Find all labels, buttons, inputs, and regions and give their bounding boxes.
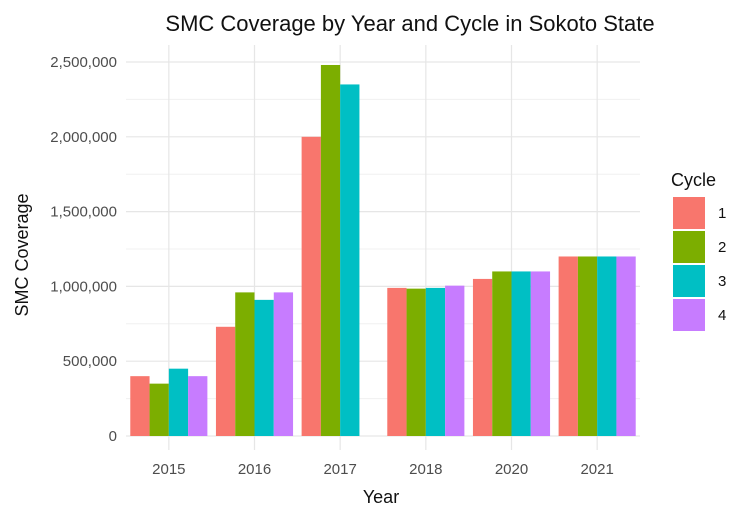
y-tick-label: 2,000,000	[50, 129, 117, 146]
y-tick-label: 2,500,000	[50, 54, 117, 71]
bar-2016-cycle-1	[215, 326, 236, 436]
y-tick-label: 0	[109, 428, 117, 445]
bar-2018-cycle-1	[387, 287, 407, 436]
legend-key-cycle-3	[673, 265, 705, 297]
bar-2018-cycle-3	[425, 287, 446, 436]
bar-2021-cycle-3	[597, 256, 617, 436]
x-tick-label: 2018	[409, 461, 442, 478]
bar-2015-cycle-1	[130, 376, 150, 436]
y-tick-label: 1,000,000	[50, 278, 117, 295]
x-tick-label: 2016	[238, 461, 271, 478]
bar-2016-cycle-4	[273, 292, 294, 436]
bar-2016-cycle-2	[235, 292, 255, 436]
chart-title: SMC Coverage by Year and Cycle in Sokoto…	[165, 11, 654, 36]
legend-label-cycle-2: 2	[718, 239, 726, 256]
bar-2018-cycle-4	[445, 285, 465, 436]
y-tick-label: 1,500,000	[50, 204, 117, 221]
y-axis-ticks: 0 500,000 1,000,000 1,500,000 2,000,000 2,500…	[50, 54, 117, 445]
legend: Cycle 1 2 3 4	[671, 170, 726, 331]
bar-2015-cycle-3	[168, 368, 189, 436]
y-tick-label: 500,000	[63, 353, 117, 370]
x-tick-label: 2020	[495, 461, 528, 478]
bar-2020-cycle-2	[492, 271, 512, 436]
bar-2015-cycle-2	[149, 383, 169, 436]
bar-2017-cycle-2	[320, 64, 341, 436]
x-axis-title: Year	[363, 487, 399, 507]
legend-label-cycle-1: 1	[718, 205, 726, 222]
bar-2018-cycle-2	[406, 288, 426, 436]
bar-2020-cycle-4	[530, 271, 551, 436]
bars	[130, 64, 636, 437]
bar-2021-cycle-2	[577, 256, 598, 436]
legend-title: Cycle	[671, 170, 716, 190]
x-tick-label: 2021	[580, 461, 613, 478]
bar-2021-cycle-1	[558, 256, 578, 436]
x-axis-ticks: 2015 2016 2017 2018 2020 2021	[152, 461, 614, 478]
legend-key-cycle-4	[673, 299, 705, 331]
bar-2020-cycle-3	[511, 271, 531, 436]
legend-label-cycle-4: 4	[718, 307, 726, 324]
bar-2017-cycle-3	[340, 84, 360, 436]
bar-2015-cycle-4	[188, 376, 208, 436]
legend-key-cycle-1	[673, 197, 705, 229]
bar-2017-cycle-1	[301, 136, 321, 437]
legend-key-cycle-2	[673, 231, 705, 263]
legend-label-cycle-3: 3	[718, 273, 726, 290]
x-tick-label: 2017	[323, 461, 356, 478]
bar-2020-cycle-1	[472, 278, 493, 436]
y-axis-title: SMC Coverage	[12, 193, 32, 316]
bar-2021-cycle-4	[616, 256, 636, 436]
bar-2016-cycle-3	[254, 299, 274, 436]
x-tick-label: 2015	[152, 461, 185, 478]
